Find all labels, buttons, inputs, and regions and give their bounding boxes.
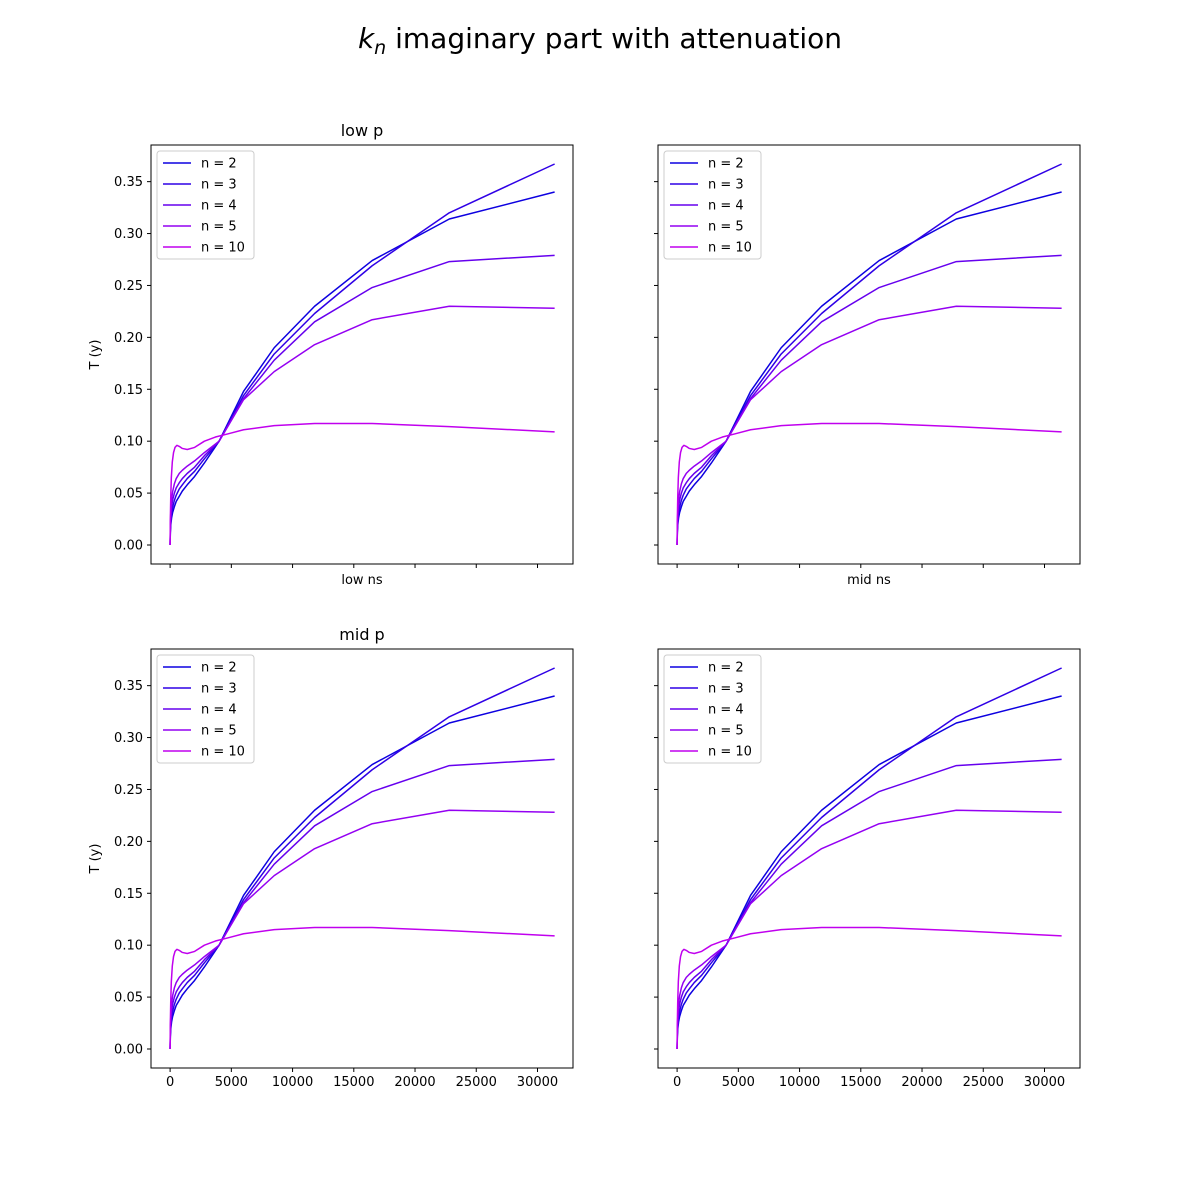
legend-label: n = 4	[708, 199, 744, 214]
x-axis-label: mid ns	[847, 573, 891, 588]
series-lines	[676, 667, 1062, 1050]
legend-label: n = 3	[708, 682, 744, 697]
x-tick-label: 10000	[272, 1075, 313, 1090]
series-line-4	[676, 305, 1062, 546]
y-tick-label: 0.20	[114, 835, 143, 850]
subplot-1: 0.00 0.05 0.10 0.15 0.20 0.25 0.30 0.35 low p low…	[88, 121, 574, 588]
x-axis-label: low ns	[341, 573, 383, 588]
legend-label: n = 2	[708, 661, 744, 676]
legend-label: n = 4	[201, 199, 237, 214]
subplot-3: 0 5000 10000 15000 20000 25000 30000 0.00 0.05 0.…	[88, 625, 574, 1090]
series-line-5	[676, 422, 1062, 546]
series-lines	[169, 667, 555, 1050]
legend-box	[663, 654, 762, 764]
y-tick-label: 0.25	[114, 783, 143, 798]
y-tick-label: 0.35	[114, 175, 143, 190]
y-tick-label: 0.00	[114, 539, 143, 554]
series-line-5	[169, 926, 555, 1050]
series-line-4	[169, 305, 555, 546]
y-tick-label: 0.25	[114, 279, 143, 294]
x-tick-label: 15000	[840, 1075, 881, 1090]
x-tick-label: 5000	[722, 1075, 755, 1090]
series-lines	[676, 163, 1062, 546]
legend-label: n = 10	[201, 745, 245, 760]
legend-label: n = 3	[201, 682, 237, 697]
legend: n = 2 n = 3 n = 4 n = 5 n = 10	[663, 654, 762, 764]
subplots: 0.00 0.05 0.10 0.15 0.20 0.25 0.30 0.35 low p low…	[88, 121, 1081, 1090]
legend-label: n = 10	[708, 241, 752, 256]
x-tick-label: 0	[166, 1075, 174, 1090]
legend: n = 2 n = 3 n = 4 n = 5 n = 10	[156, 654, 255, 764]
x-tick-label: 25000	[456, 1075, 497, 1090]
x-tick-label: 25000	[963, 1075, 1004, 1090]
figure-title-sub: n	[374, 37, 386, 59]
axes-frame	[150, 144, 574, 565]
x-tick-label: 30000	[1024, 1075, 1065, 1090]
y-axis-label: T (y)	[88, 340, 103, 371]
legend-box	[663, 150, 762, 260]
legend-label: n = 4	[708, 703, 744, 718]
y-tick-label: 0.10	[114, 939, 143, 954]
legend-label: n = 2	[708, 157, 744, 172]
series-line-4	[676, 809, 1062, 1050]
legend-label: n = 5	[201, 724, 237, 739]
legend-label: n = 5	[708, 220, 744, 235]
series-line-5	[169, 422, 555, 546]
x-tick-label: 5000	[215, 1075, 248, 1090]
figure-title-rest: imaginary part with attenuation	[386, 22, 842, 55]
y-tick-label: 0.05	[114, 487, 143, 502]
legend-label: n = 10	[201, 241, 245, 256]
legend-box	[156, 150, 255, 260]
subplot-title: low p	[341, 121, 384, 140]
series-lines	[169, 163, 555, 546]
x-tick-label: 30000	[517, 1075, 558, 1090]
y-tick-label: 0.00	[114, 1043, 143, 1058]
x-tick-label: 20000	[901, 1075, 942, 1090]
x-tick-label: 20000	[394, 1075, 435, 1090]
legend-label: n = 2	[201, 661, 237, 676]
legend: n = 2 n = 3 n = 4 n = 5 n = 10	[663, 150, 762, 260]
subplot-4: 0 5000 10000 15000 20000 25000 30000 n = 2 n = 3…	[654, 648, 1081, 1090]
y-tick-label: 0.10	[114, 435, 143, 450]
axes-frame	[657, 144, 1081, 565]
y-axis-label: T (y)	[88, 844, 103, 875]
y-tick-label: 0.15	[114, 887, 143, 902]
legend-label: n = 3	[708, 178, 744, 193]
axes-frame	[657, 648, 1081, 1069]
legend-label: n = 5	[201, 220, 237, 235]
series-line-4	[169, 809, 555, 1050]
subplot-title: mid p	[339, 625, 384, 644]
legend-label: n = 10	[708, 745, 752, 760]
y-tick-label: 0.15	[114, 383, 143, 398]
legend-label: n = 3	[201, 178, 237, 193]
series-line-5	[676, 926, 1062, 1050]
x-tick-label: 0	[673, 1075, 681, 1090]
legend-label: n = 2	[201, 157, 237, 172]
y-tick-label: 0.20	[114, 331, 143, 346]
y-tick-label: 0.35	[114, 679, 143, 694]
x-tick-label: 15000	[333, 1075, 374, 1090]
legend-label: n = 5	[708, 724, 744, 739]
figure-title: kn imaginary part with attenuation	[358, 22, 842, 59]
y-tick-label: 0.05	[114, 991, 143, 1006]
legend-box	[156, 654, 255, 764]
y-tick-label: 0.30	[114, 731, 143, 746]
legend: n = 2 n = 3 n = 4 n = 5 n = 10	[156, 150, 255, 260]
y-tick-label: 0.30	[114, 227, 143, 242]
x-tick-label: 10000	[779, 1075, 820, 1090]
legend-label: n = 4	[201, 703, 237, 718]
subplot-2: mid ns n = 2 n = 3 n = 4 n = 5 n = 10	[654, 144, 1081, 588]
axes-frame	[150, 648, 574, 1069]
figure-title-var: k	[358, 22, 376, 55]
